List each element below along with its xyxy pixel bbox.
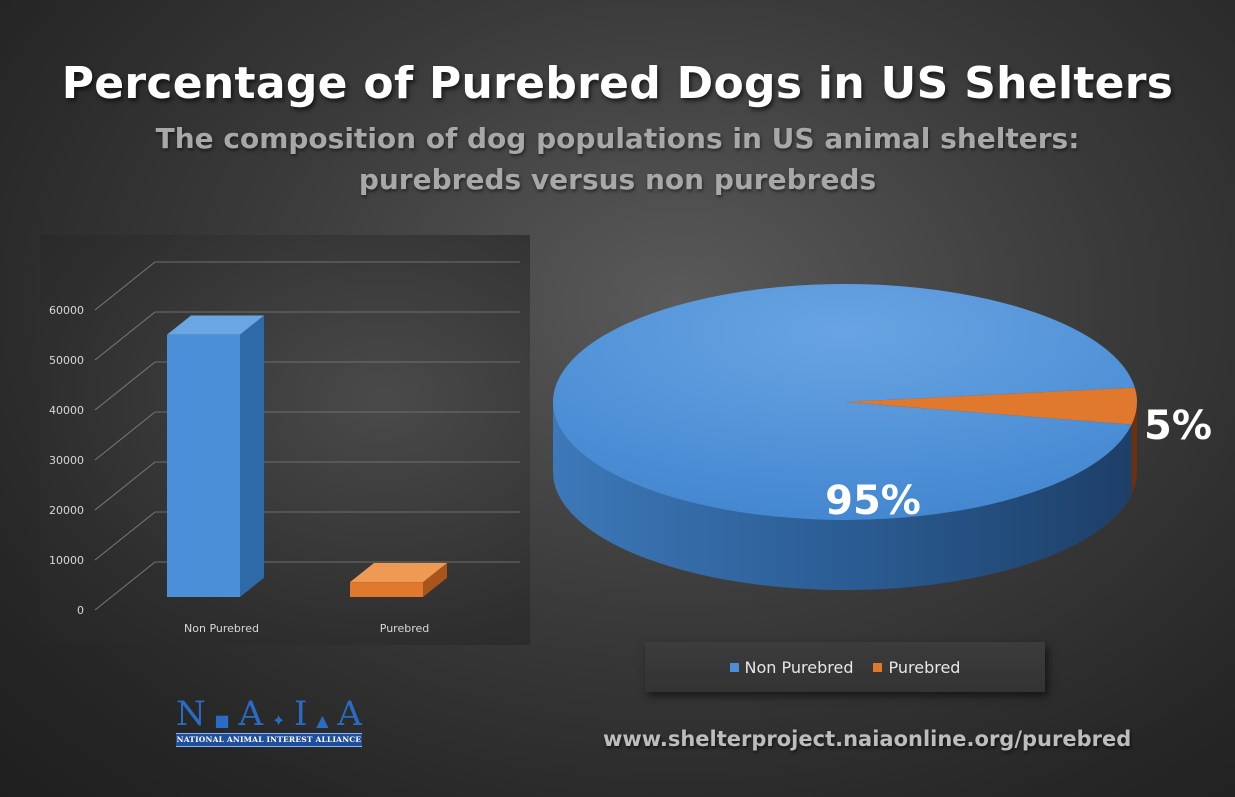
logo-letters: N ■ A ✦ I ▲ A bbox=[176, 696, 362, 732]
chart-subtitle-line-1: The composition of dog populations in US… bbox=[155, 122, 1080, 155]
chart-subtitle-line-2: purebreds versus non purebreds bbox=[358, 163, 877, 196]
legend-item-non-purebred: Non Purebred bbox=[729, 657, 854, 677]
dog-icon: ▲ bbox=[316, 711, 329, 730]
logo-letter-a: A bbox=[238, 694, 264, 734]
naia-logo: N ■ A ✦ I ▲ A NATIONAL ANIMAL INTEREST A… bbox=[176, 696, 362, 750]
pie-legend: Non Purebred Purebred bbox=[645, 642, 1045, 692]
legend-label-purebred: Purebred bbox=[888, 657, 961, 677]
pie-slice-purebred bbox=[845, 387, 1137, 425]
elephant-icon: ■ bbox=[214, 711, 230, 730]
legend-swatch-non-purebred bbox=[729, 662, 739, 672]
data-label-purebred: 5% bbox=[1144, 403, 1212, 449]
source-url: www.shelterproject.naiaonline.org/purebr… bbox=[603, 727, 1132, 751]
pie-side-non-purebred bbox=[553, 402, 1132, 591]
data-label-non-purebred: 95% bbox=[825, 478, 921, 524]
logo-letter-i: I bbox=[294, 694, 308, 734]
legend-item-purebred: Purebred bbox=[873, 658, 960, 677]
pie-side-purebred bbox=[1131, 402, 1137, 495]
legend-swatch-purebred bbox=[873, 662, 883, 672]
bar-chart-panel bbox=[40, 235, 530, 645]
pie-slice-non-purebred bbox=[553, 284, 1135, 521]
logo-letter-a-2: A bbox=[337, 694, 362, 734]
logo-letter-n: N bbox=[176, 694, 206, 734]
person-icon: ✦ bbox=[271, 711, 286, 730]
legend-label-non-purebred: Non Purebred bbox=[744, 657, 854, 677]
chart-title: Percentage of Purebred Dogs in US Shelte… bbox=[61, 58, 1174, 109]
logo-tagline: NATIONAL ANIMAL INTEREST ALLIANCE bbox=[176, 733, 362, 747]
